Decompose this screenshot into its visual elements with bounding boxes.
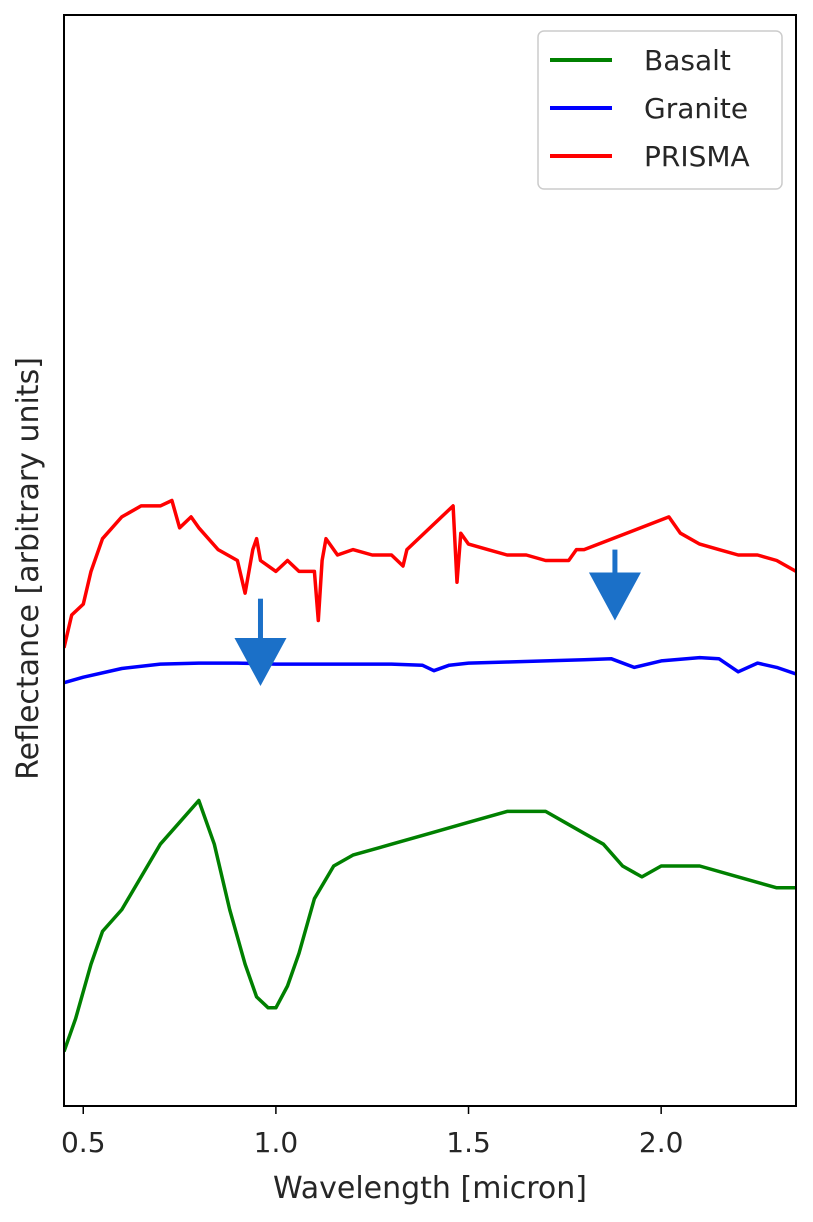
legend-label: Granite: [644, 92, 748, 125]
annotation-arrows: [234, 549, 641, 686]
legend: Basalt Granite PRISMA: [537, 30, 783, 190]
plot-frame: [63, 14, 797, 1107]
legend-item-prisma: PRISMA: [550, 140, 750, 173]
series-line-prisma: [64, 498, 796, 649]
x-tick-label: 2.0: [639, 1126, 684, 1159]
x-tick-label: 1.5: [446, 1126, 491, 1159]
down-arrow-2: [588, 549, 641, 621]
legend-label: PRISMA: [644, 140, 750, 173]
legend-box: [537, 30, 783, 190]
legend-item-granite: Granite: [550, 92, 748, 125]
series-line-granite: [64, 655, 796, 685]
x-tick-label: 0.5: [61, 1126, 106, 1159]
series-line-basalt: [64, 798, 796, 1053]
y-axis-label: Reflectance [arbitrary units]: [11, 357, 46, 780]
x-tick-label: 1.0: [254, 1126, 299, 1159]
series-lines: [64, 498, 796, 1053]
legend-label: Basalt: [644, 44, 731, 77]
x-axis-label: Wavelength [micron]: [273, 1171, 587, 1206]
legend-item-basalt: Basalt: [550, 44, 731, 77]
x-axis-ticks: 0.5 1.0 1.5 2.0: [61, 1106, 683, 1159]
down-arrow-1: [234, 598, 287, 686]
